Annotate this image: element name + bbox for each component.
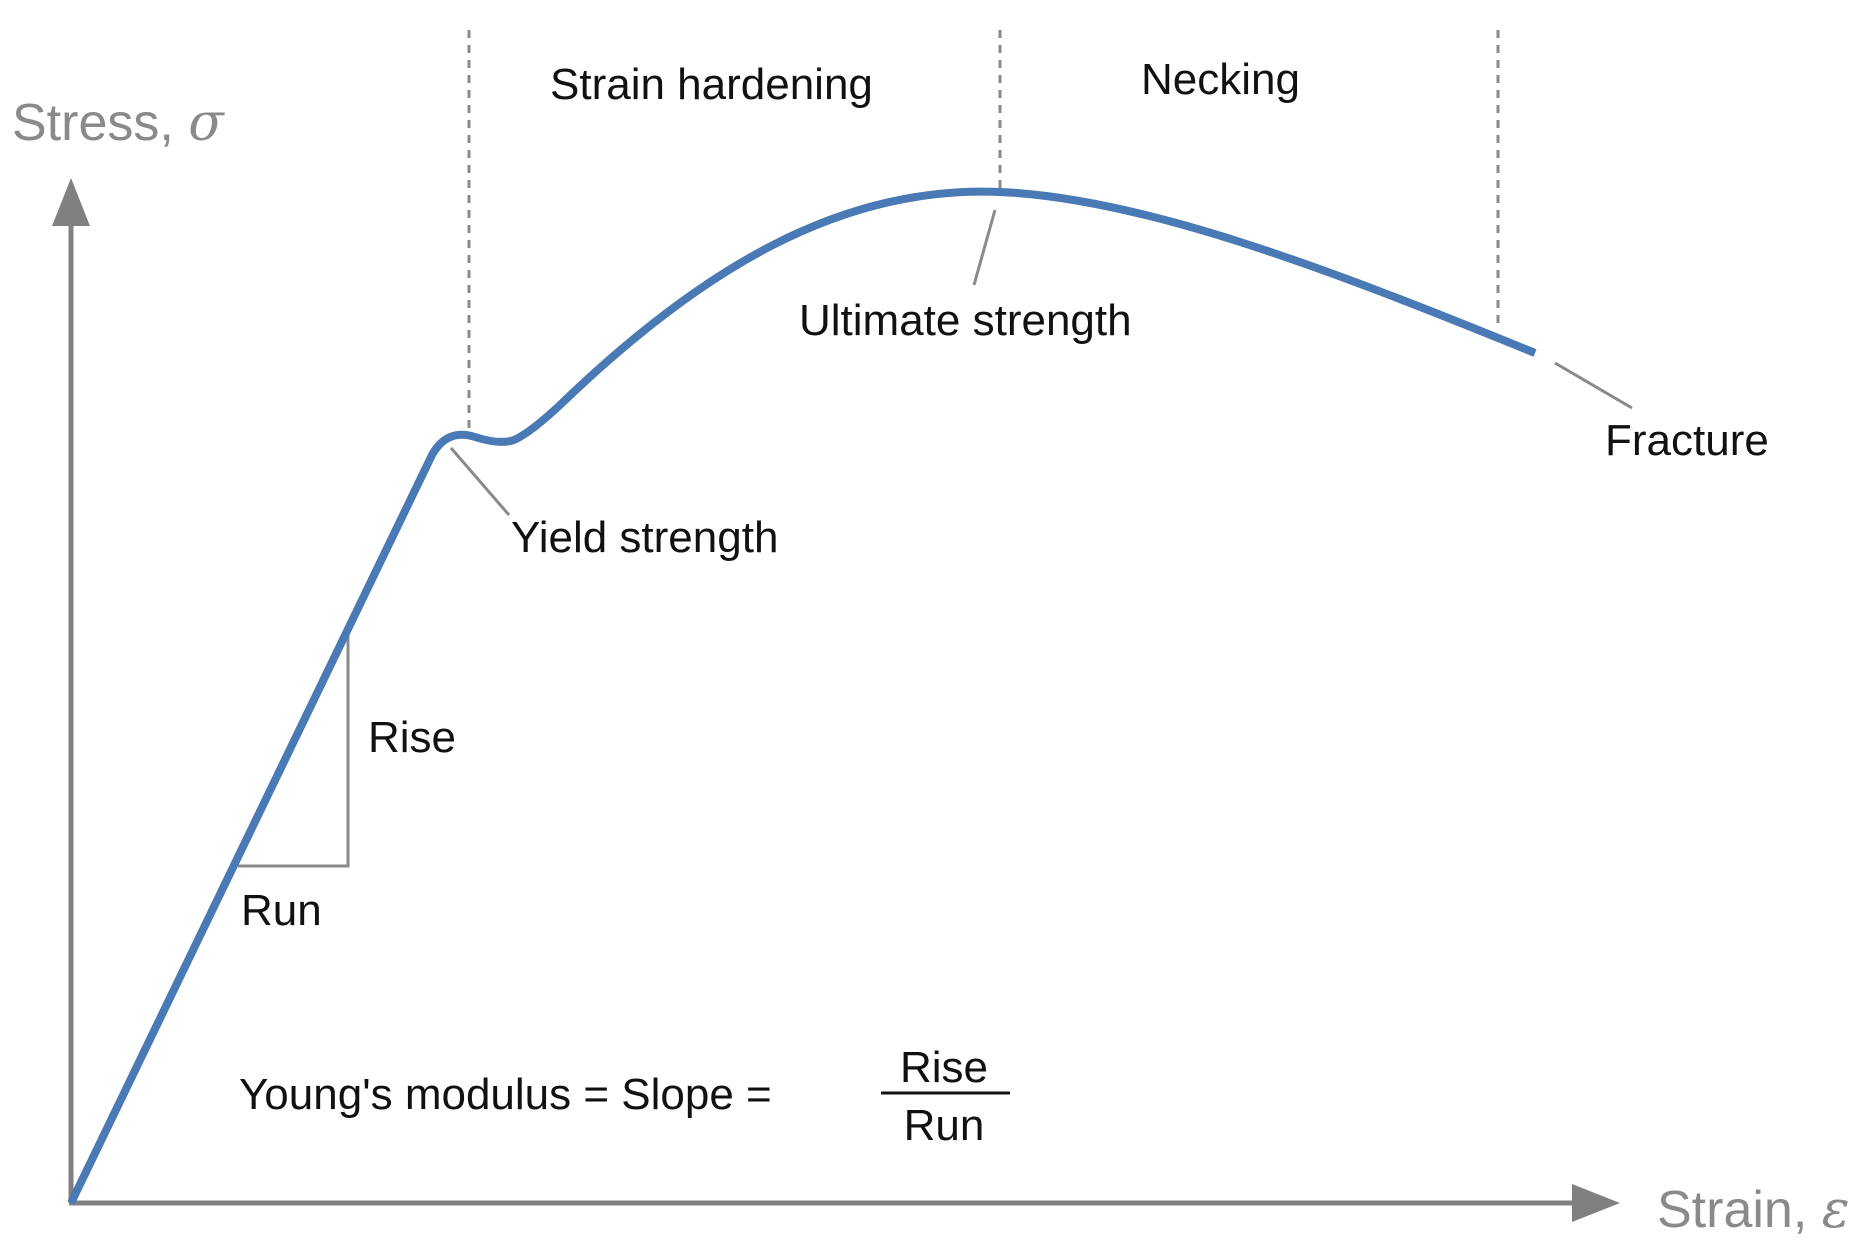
yield-leader-line bbox=[449, 447, 511, 516]
formula-numerator: Rise bbox=[900, 1043, 988, 1092]
region-label-necking: Necking bbox=[1141, 55, 1300, 104]
y-axis-arrow-icon bbox=[52, 178, 90, 226]
region-label-strain-hardening: Strain hardening bbox=[550, 60, 873, 109]
y-axis-label: Stress, σ bbox=[12, 93, 225, 153]
fracture-label: Fracture bbox=[1605, 416, 1769, 465]
stress-strain-curve bbox=[67, 187, 1537, 1205]
ultimate-strength-label: Ultimate strength bbox=[799, 296, 1132, 345]
ultimate-leader-line bbox=[972, 209, 997, 286]
x-axis-arrow-icon bbox=[1572, 1184, 1620, 1222]
x-axis-label: Strain, ε bbox=[1657, 1180, 1850, 1240]
run-label: Run bbox=[241, 886, 322, 935]
formula-denominator: Run bbox=[904, 1101, 985, 1150]
formula-lhs: Young's modulus = Slope = bbox=[239, 1070, 772, 1119]
yield-strength-label: Yield strength bbox=[511, 513, 778, 562]
strain-symbol: ε bbox=[1822, 1180, 1850, 1240]
fracture-leader-line bbox=[1554, 361, 1633, 410]
stress-symbol: σ bbox=[188, 93, 225, 153]
rise-label: Rise bbox=[368, 713, 456, 762]
slope-triangle bbox=[238, 633, 350, 868]
